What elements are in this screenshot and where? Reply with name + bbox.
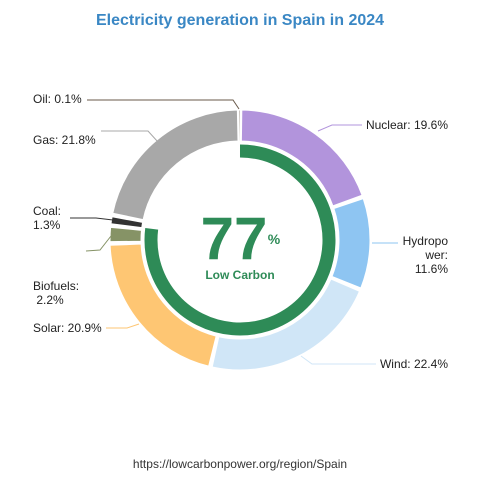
- slice-label-coal: Coal: 1.3%: [33, 204, 61, 232]
- slice-gas[interactable]: [113, 110, 238, 220]
- slice-label-nuclear: Nuclear: 19.6%: [366, 118, 448, 132]
- leader-line-coal: [70, 218, 113, 220]
- slice-label-gas: Gas: 21.8%: [33, 133, 96, 147]
- slice-label-wind: Wind: 22.4%: [380, 357, 448, 371]
- source-url[interactable]: https://lowcarbonpower.org/region/Spain: [133, 457, 347, 471]
- leader-line-gas: [101, 131, 158, 142]
- slice-label-hydropower: Hydropo wer: 11.6%: [403, 234, 449, 276]
- leader-line-wind: [301, 356, 376, 364]
- leader-line-biofuels: [86, 236, 111, 251]
- leader-line-nuclear: [318, 125, 362, 131]
- slice-biofuels[interactable]: [110, 227, 141, 241]
- leader-line-solar: [106, 324, 139, 328]
- center-caption: Low Carbon: [205, 268, 274, 282]
- leader-line-oil: [87, 100, 239, 109]
- slice-label-oil: Oil: 0.1%: [33, 92, 82, 106]
- center-unit: %: [268, 231, 281, 247]
- slice-label-biofuels: Biofuels: 2.2%: [33, 279, 79, 307]
- slice-oil[interactable]: [239, 110, 240, 141]
- center-value: 77: [201, 205, 268, 272]
- slice-label-solar: Solar: 20.9%: [33, 321, 102, 335]
- chart-title: Electricity generation in Spain in 2024: [96, 12, 384, 29]
- slice-hydropower[interactable]: [332, 199, 370, 288]
